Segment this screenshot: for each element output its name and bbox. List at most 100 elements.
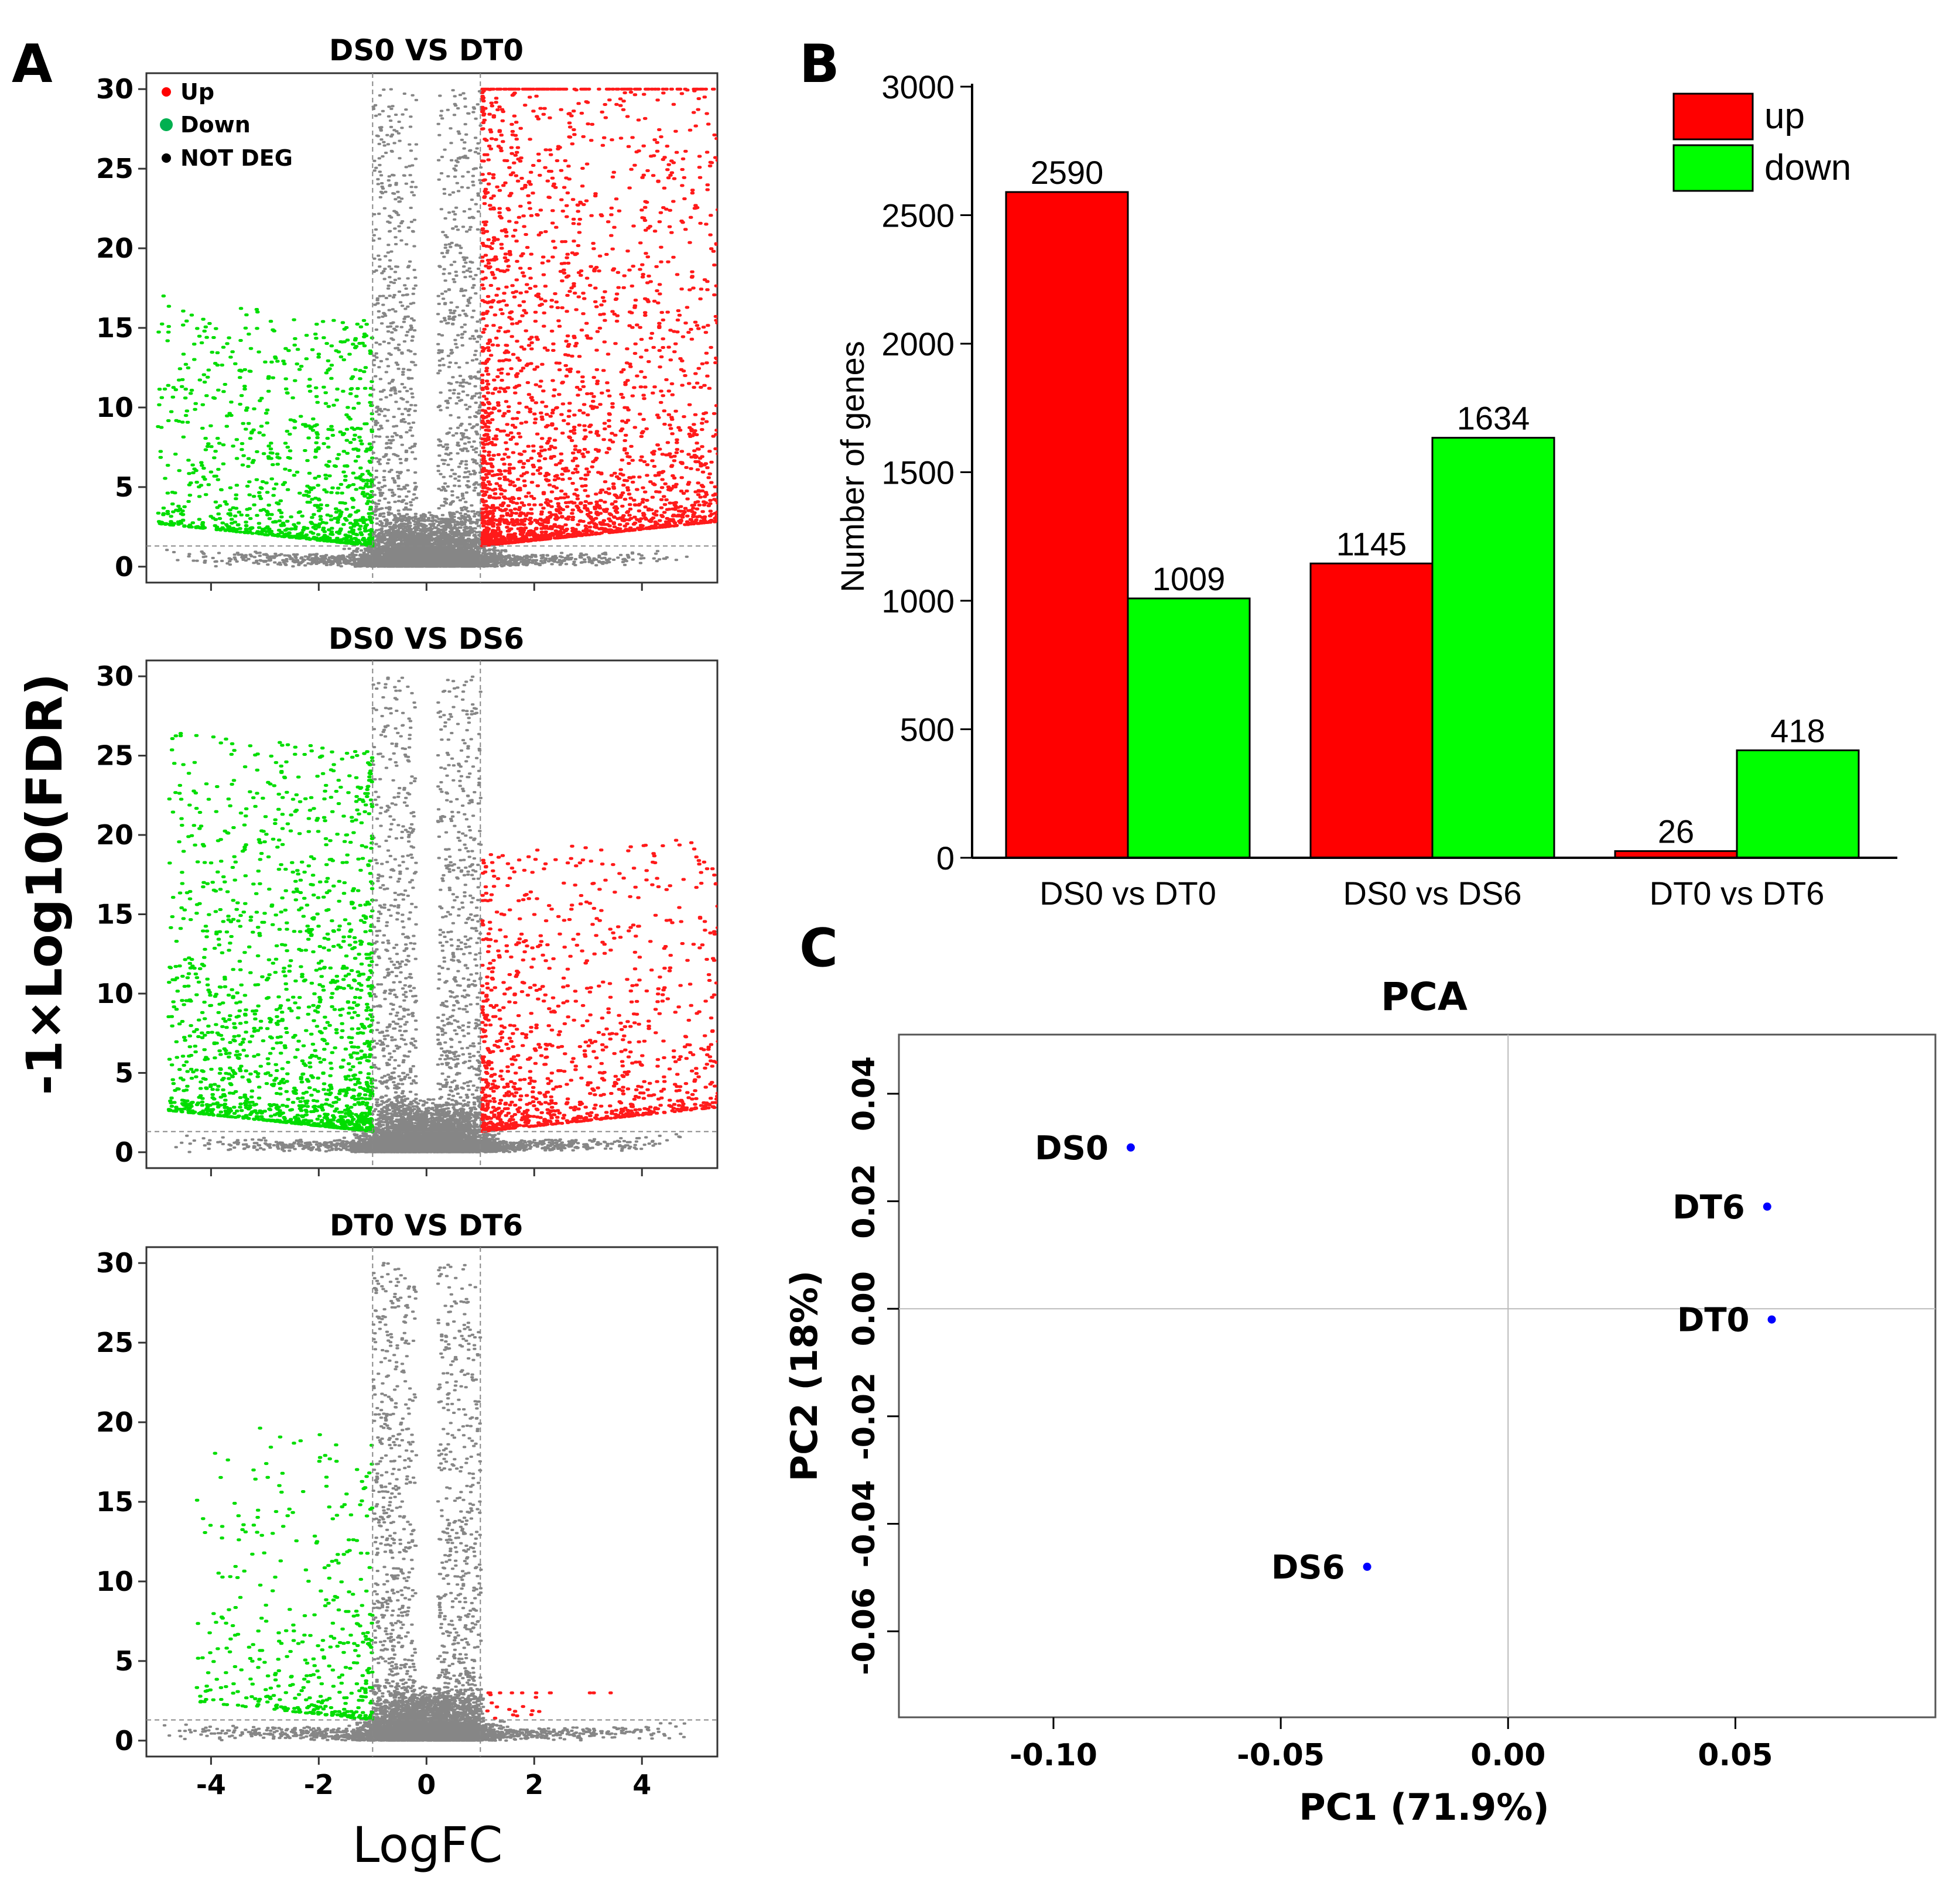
pca-x-axis-label: PC1 (71.9%) [1299, 1786, 1549, 1829]
y-tick-label: 10 [96, 978, 134, 1009]
y-tick-label: 30 [96, 73, 134, 105]
panel-label-c: C [799, 917, 838, 979]
x-tick-label: 4 [632, 1769, 651, 1800]
y-tick-label: 0 [115, 1136, 134, 1168]
bar-value-label: 1009 [1152, 560, 1226, 597]
y-tick-label: 25 [96, 1327, 134, 1358]
y-tick-label: 10 [96, 1566, 134, 1597]
not-deg-points [174, 675, 682, 1153]
pca-point-label: DS6 [1271, 1549, 1345, 1587]
down-points [194, 1426, 375, 1721]
pca-point-label: DT6 [1672, 1189, 1745, 1227]
pca-point-ds6 [1363, 1562, 1371, 1571]
volcano-title: DT0 VS DT6 [330, 1208, 523, 1242]
up-points [480, 838, 717, 1133]
not-deg-points [165, 88, 689, 568]
bar-value-label: 1634 [1457, 400, 1530, 437]
bar-value-label: 1145 [1336, 525, 1407, 562]
pca-plot: PCA DS0 DT6 DT0 DS6 -0.10 -0.05 0.00 0.05 -0.06… [783, 974, 1937, 1829]
legend-swatch-up [1672, 93, 1754, 141]
volcano-shared-y-label: -1×Log10(FDR) [16, 673, 73, 1095]
y-tick-label: 5 [115, 1057, 134, 1088]
bar-axes: 0 500 1000 1500 2000 2500 3000 DS0 vs DT0 DS0 vs… [881, 69, 1897, 912]
panel-label-b: B [799, 33, 840, 95]
y-tick-label: 15 [96, 1486, 134, 1518]
x-tick-label: 0.00 [1470, 1738, 1545, 1773]
legend-label-not-deg: NOT DEG [180, 145, 293, 171]
point-layer [156, 87, 717, 568]
legend-label-up: up [1764, 96, 1805, 136]
x-tick-label: -0.05 [1237, 1738, 1325, 1773]
bar-down-0 [1127, 597, 1251, 859]
pca-point-dt6 [1763, 1202, 1771, 1211]
y-tick-label: 1500 [881, 454, 955, 491]
category-label: DS0 vs DS6 [1343, 875, 1522, 912]
y-tick-label: 20 [96, 232, 134, 264]
x-tick-label: 0 [417, 1769, 436, 1800]
y-tick-label: 500 [900, 711, 955, 748]
y-tick-label: -0.06 [847, 1587, 882, 1675]
x-tick-label: 0.05 [1698, 1738, 1773, 1773]
pca-point-dt0 [1767, 1315, 1776, 1324]
x-tick-label: -2 [304, 1769, 334, 1800]
axis-ticks: 0 5 10 15 20 25 30 -4 -2 0 2 4 [96, 1247, 651, 1800]
y-tick-label: 30 [96, 660, 134, 692]
legend-marker-down [160, 118, 173, 131]
x-tick-label: -0.10 [1010, 1738, 1097, 1773]
pca-axes: -0.10 -0.05 0.00 0.05 -0.06 -0.04 -0.02 0.00 0.0… [847, 1056, 1773, 1773]
volcano-plot-ds0-vs-ds6: DS0 VS DS6 0 5 10 15 20 25 30 [96, 622, 719, 1176]
x-tick-label: 2 [525, 1769, 543, 1800]
down-points [156, 295, 375, 547]
y-tick-label: 30 [96, 1247, 134, 1279]
y-tick-label: 3000 [881, 69, 955, 105]
legend-label-down: Down [180, 112, 251, 138]
y-tick-label: 0.04 [847, 1056, 882, 1131]
up-points [485, 1691, 613, 1720]
axis-ticks: 0 5 10 15 20 25 30 [96, 73, 643, 591]
pca-point-label: DS0 [1035, 1129, 1109, 1168]
category-label: DT0 vs DT6 [1650, 875, 1825, 912]
pca-title: PCA [1381, 974, 1468, 1019]
y-tick-label: 20 [96, 1406, 134, 1438]
y-tick-label: 0 [936, 840, 955, 877]
volcano-shared-x-label: LogFC [352, 1816, 502, 1874]
threshold-lines [146, 73, 717, 583]
volcano-title: DS0 VS DT0 [329, 33, 524, 67]
legend-label-down: down [1764, 148, 1851, 188]
bar-down-1 [1431, 437, 1555, 859]
y-tick-label: -0.04 [847, 1480, 882, 1568]
plot-frame [145, 1246, 719, 1758]
bar-value-label: 2590 [1031, 154, 1104, 191]
point-layer [162, 1262, 686, 1742]
category-label: DS0 vs DT0 [1039, 875, 1216, 912]
y-tick-label: 0.00 [847, 1271, 882, 1346]
volcano-plot-ds0-vs-dt0: DS0 VS DT0 0 5 10 15 20 25 30 Up Down NOT DEG [96, 33, 719, 591]
pca-y-axis-label: PC2 (18%) [783, 1271, 826, 1482]
y-tick-label: 0 [115, 551, 134, 583]
legend: Up Down NOT DEG [160, 79, 293, 171]
pca-content: DS0 DT6 DT0 DS6 [899, 1035, 1935, 1717]
y-tick-label: 2000 [881, 326, 955, 362]
bar-up-1 [1309, 562, 1434, 859]
y-tick-label: 5 [115, 471, 134, 503]
y-tick-label: 25 [96, 740, 134, 772]
up-points [480, 87, 717, 547]
volcano-plot-dt0-vs-dt6: DT0 VS DT6 0 5 10 15 20 25 30 -4 -2 0 2 4 [96, 1208, 719, 1800]
y-tick-label: 20 [96, 819, 134, 851]
y-tick-label: 2500 [881, 197, 955, 234]
x-tick-label: -4 [196, 1769, 226, 1800]
bar-y-axis-label: Number of genes [834, 341, 871, 593]
legend-marker-up [162, 87, 171, 97]
pca-point-label: DT0 [1677, 1302, 1750, 1340]
y-tick-label: 15 [96, 899, 134, 930]
y-tick-label: 5 [115, 1645, 134, 1677]
y-tick-label: 0.02 [847, 1163, 882, 1238]
legend-swatch-down [1672, 144, 1754, 192]
bar-down-2 [1736, 749, 1860, 859]
bar-value-label: 418 [1770, 712, 1825, 749]
pca-point-ds0 [1126, 1143, 1135, 1152]
legend-label-up: Up [180, 79, 214, 105]
bar-legend: up down [1672, 93, 1851, 192]
bar-up-0 [1005, 191, 1129, 859]
